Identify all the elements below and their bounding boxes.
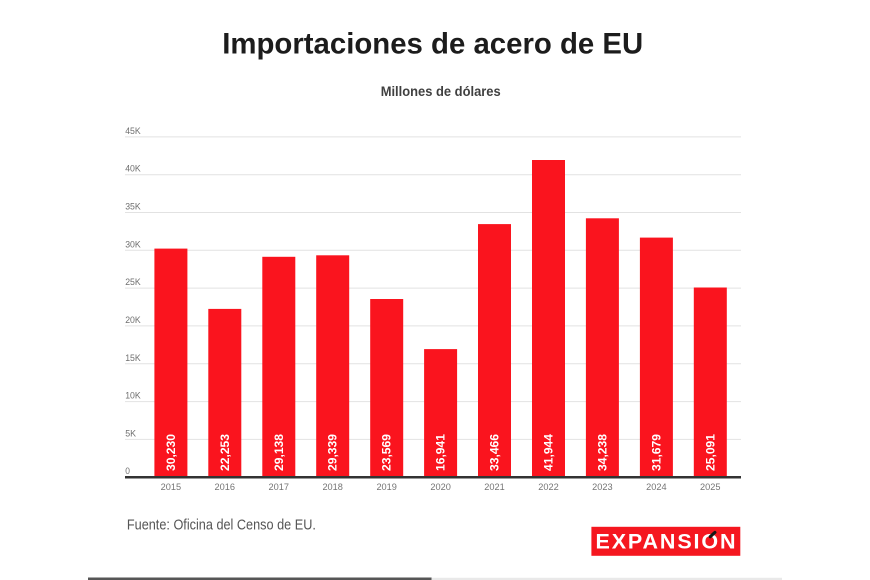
svg-text:0: 0 (125, 466, 130, 477)
svg-text:2023: 2023 (592, 482, 613, 493)
svg-text:2021: 2021 (484, 482, 505, 493)
svg-text:2020: 2020 (430, 482, 451, 493)
svg-text:40K: 40K (125, 164, 141, 175)
svg-text:41,944: 41,944 (542, 434, 556, 471)
svg-text:35K: 35K (125, 202, 141, 213)
svg-text:5K: 5K (125, 428, 136, 439)
svg-text:33,466: 33,466 (488, 434, 502, 471)
svg-text:30,230: 30,230 (164, 434, 178, 471)
svg-text:20K: 20K (125, 315, 141, 326)
svg-text:2022: 2022 (538, 482, 559, 493)
svg-text:29,138: 29,138 (272, 434, 286, 471)
svg-text:34,238: 34,238 (595, 434, 609, 471)
svg-text:22,253: 22,253 (218, 434, 232, 471)
svg-text:2019: 2019 (376, 482, 397, 493)
svg-text:2025: 2025 (700, 482, 721, 493)
svg-text:45K: 45K (125, 126, 141, 137)
svg-text:2018: 2018 (322, 482, 343, 493)
svg-text:31,679: 31,679 (649, 434, 663, 471)
svg-text:2015: 2015 (161, 482, 182, 493)
svg-text:15K: 15K (125, 353, 141, 364)
svg-text:Fuente: Oficina del Censo de E: Fuente: Oficina del Censo de EU. (127, 517, 316, 534)
svg-text:2024: 2024 (646, 482, 667, 493)
svg-text:25K: 25K (125, 277, 141, 288)
svg-text:Importaciones de acero de EU: Importaciones de acero de EU (222, 27, 643, 60)
svg-text:10K: 10K (125, 391, 141, 402)
svg-text:23,569: 23,569 (380, 434, 394, 471)
svg-text:16,941: 16,941 (434, 434, 448, 471)
svg-text:25,091: 25,091 (703, 434, 717, 471)
svg-text:29,339: 29,339 (326, 434, 340, 471)
svg-text:2017: 2017 (269, 482, 290, 493)
svg-text:30K: 30K (125, 239, 141, 250)
svg-text:Millones de dólares: Millones de dólares (381, 83, 501, 99)
svg-text:2016: 2016 (215, 482, 236, 493)
